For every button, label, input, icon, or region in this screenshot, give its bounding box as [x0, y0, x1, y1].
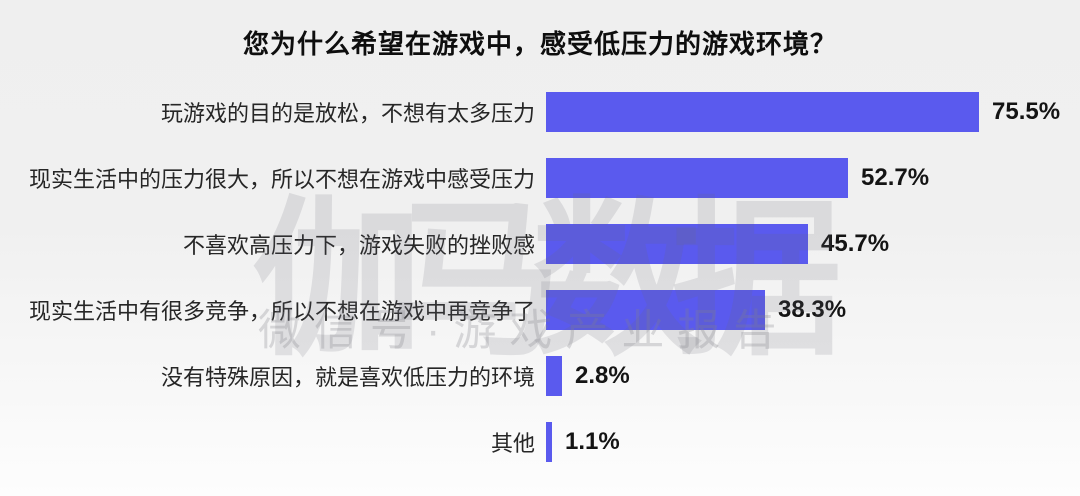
chart-title: 您为什么希望在游戏中，感受低压力的游戏环境？ [242, 29, 837, 59]
category-label: 没有特殊原因，就是喜欢低压力的环境 [160, 365, 535, 390]
value-label: 1.1% [565, 428, 620, 455]
bar [546, 356, 562, 396]
bar-track: 75.5% [535, 92, 1080, 132]
category-label: 不喜欢高压力下，游戏失败的挫败感 [182, 233, 535, 258]
bar-row: 现实生活中的压力很大，所以不想在游戏中感受压力 52.7% [0, 145, 1080, 211]
bar [546, 224, 808, 264]
value-label: 38.3% [778, 296, 847, 323]
bar-track: 52.7% [535, 158, 1080, 198]
bar-row: 其他 1.1% [0, 409, 1080, 475]
category-label: 玩游戏的目的是放松，不想有太多压力 [160, 101, 535, 126]
bar [546, 422, 552, 462]
value-label: 52.7% [861, 164, 930, 191]
category-label: 现实生活中有很多竞争，所以不想在游戏中再竞争了 [28, 299, 535, 324]
bar-chart: 玩游戏的目的是放松，不想有太多压力 75.5% 现实生活中的压力很大，所以不想在… [0, 79, 1080, 475]
bar-track: 1.1% [535, 422, 1080, 462]
bar-row: 不喜欢高压力下，游戏失败的挫败感 45.7% [0, 211, 1080, 277]
bar-row: 没有特殊原因，就是喜欢低压力的环境 2.8% [0, 343, 1080, 409]
value-label: 45.7% [821, 230, 890, 257]
bar-track: 38.3% [535, 290, 1080, 330]
value-label: 2.8% [575, 362, 630, 389]
bar-track: 2.8% [535, 356, 1080, 396]
bar-row: 玩游戏的目的是放松，不想有太多压力 75.5% [0, 79, 1080, 145]
bar-row: 现实生活中有很多竞争，所以不想在游戏中再竞争了 38.3% [0, 277, 1080, 343]
category-label: 现实生活中的压力很大，所以不想在游戏中感受压力 [28, 167, 535, 192]
value-label: 75.5% [992, 98, 1061, 125]
bar [546, 158, 848, 198]
category-label: 其他 [490, 431, 535, 456]
bar [546, 92, 979, 132]
bar-track: 45.7% [535, 224, 1080, 264]
bar [546, 290, 765, 330]
